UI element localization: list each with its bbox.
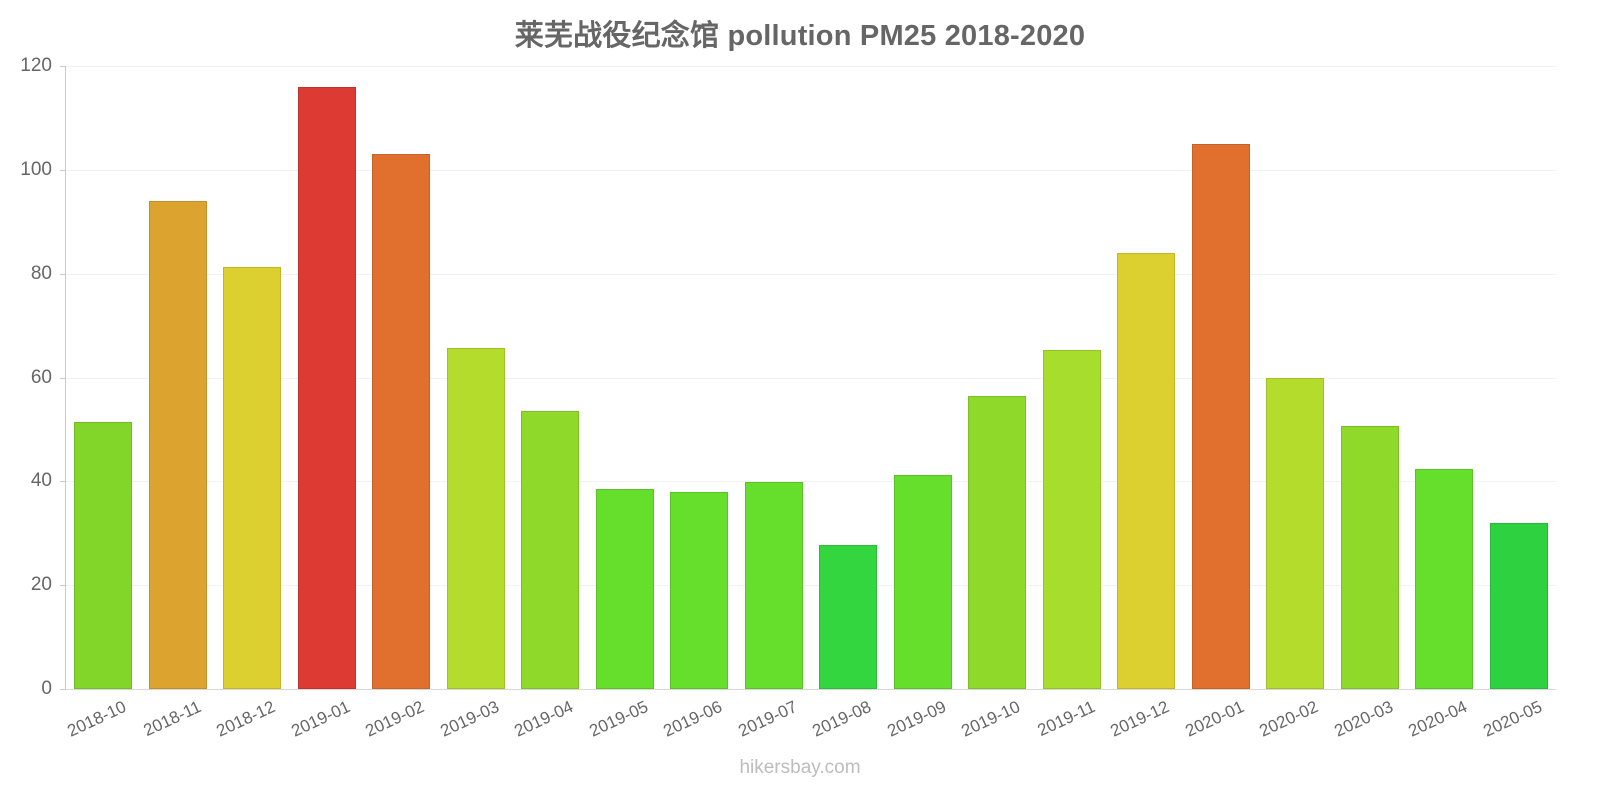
bar[interactable] (297, 86, 356, 689)
bar[interactable] (446, 347, 505, 689)
bar[interactable] (74, 422, 133, 689)
x-axis-tick-label: 2019-03 (437, 697, 502, 741)
bar[interactable] (1266, 377, 1325, 689)
bar[interactable] (223, 266, 282, 689)
y-axis-tick-mark (60, 169, 66, 171)
x-axis-tick-label: 2019-02 (362, 697, 428, 741)
bar[interactable] (148, 200, 207, 689)
x-axis-tick-label: 2019-08 (809, 697, 875, 741)
x-axis-tick-label: 2019-10 (958, 697, 1024, 741)
y-axis-tick-mark (60, 689, 66, 690)
y-axis-tick-label: 0 (41, 678, 52, 699)
bar[interactable] (1191, 143, 1250, 689)
bar[interactable] (1415, 469, 1474, 689)
y-axis-tick-label: 100 (20, 158, 52, 180)
gridline (66, 273, 1556, 275)
bar[interactable] (1340, 426, 1399, 689)
bar[interactable] (893, 474, 952, 689)
y-axis-tick-mark (60, 585, 66, 587)
gridline (66, 481, 1556, 483)
y-axis-tick-label: 40 (30, 470, 52, 492)
bar[interactable] (1042, 349, 1101, 689)
y-axis-tick-mark (60, 66, 66, 67)
x-axis-tick-label: 2019-11 (1034, 697, 1098, 741)
gridline (66, 66, 1556, 67)
x-axis-tick-label: 2020-05 (1480, 697, 1545, 741)
bar[interactable] (670, 491, 729, 689)
y-axis-tick-label: 20 (30, 574, 52, 596)
x-axis-tick-label: 2018-10 (64, 697, 130, 741)
bar[interactable] (1117, 252, 1176, 689)
x-axis-tick-label: 2019-07 (735, 697, 800, 741)
bar[interactable] (968, 396, 1027, 689)
gridline (66, 689, 1556, 690)
plot-area (66, 66, 1556, 690)
y-axis-tick-mark (60, 481, 66, 483)
gridline (66, 377, 1556, 379)
gridline (66, 585, 1556, 587)
x-axis-tick-label: 2019-09 (884, 697, 949, 741)
bar[interactable] (744, 482, 803, 689)
bar[interactable] (819, 545, 878, 689)
x-axis-tick-label: 2018-12 (213, 697, 279, 741)
x-axis-tick-label: 2020-04 (1405, 697, 1471, 741)
x-axis-tick-label: 2018-11 (140, 697, 204, 741)
x-axis-tick-label: 2019-04 (511, 697, 577, 741)
chart-title: 莱芜战役纪念馆 pollution PM25 2018-2020 (514, 20, 1086, 52)
bar[interactable] (595, 488, 654, 689)
y-axis-tick-label: 120 (20, 55, 52, 76)
gridline (66, 169, 1556, 171)
source-watermark: hikersbay.com (739, 757, 861, 778)
y-axis-tick-mark (60, 377, 66, 379)
bar[interactable] (521, 410, 580, 689)
y-axis-tick-label: 60 (30, 366, 52, 388)
x-axis-tick-label: 2020-02 (1256, 697, 1322, 741)
y-axis-tick-label: 80 (30, 262, 52, 284)
bar[interactable] (1489, 522, 1548, 689)
x-axis-tick-label: 2019-05 (586, 697, 651, 741)
x-axis-tick-label: 2020-01 (1182, 697, 1247, 741)
y-axis-tick-mark (60, 273, 66, 275)
x-axis-tick-label: 2019-01 (288, 697, 353, 741)
x-axis-tick-label: 2019-12 (1107, 697, 1173, 741)
bar[interactable] (372, 154, 431, 689)
x-axis-tick-label: 2020-03 (1331, 697, 1396, 741)
x-axis-tick-label: 2019-06 (660, 697, 726, 741)
